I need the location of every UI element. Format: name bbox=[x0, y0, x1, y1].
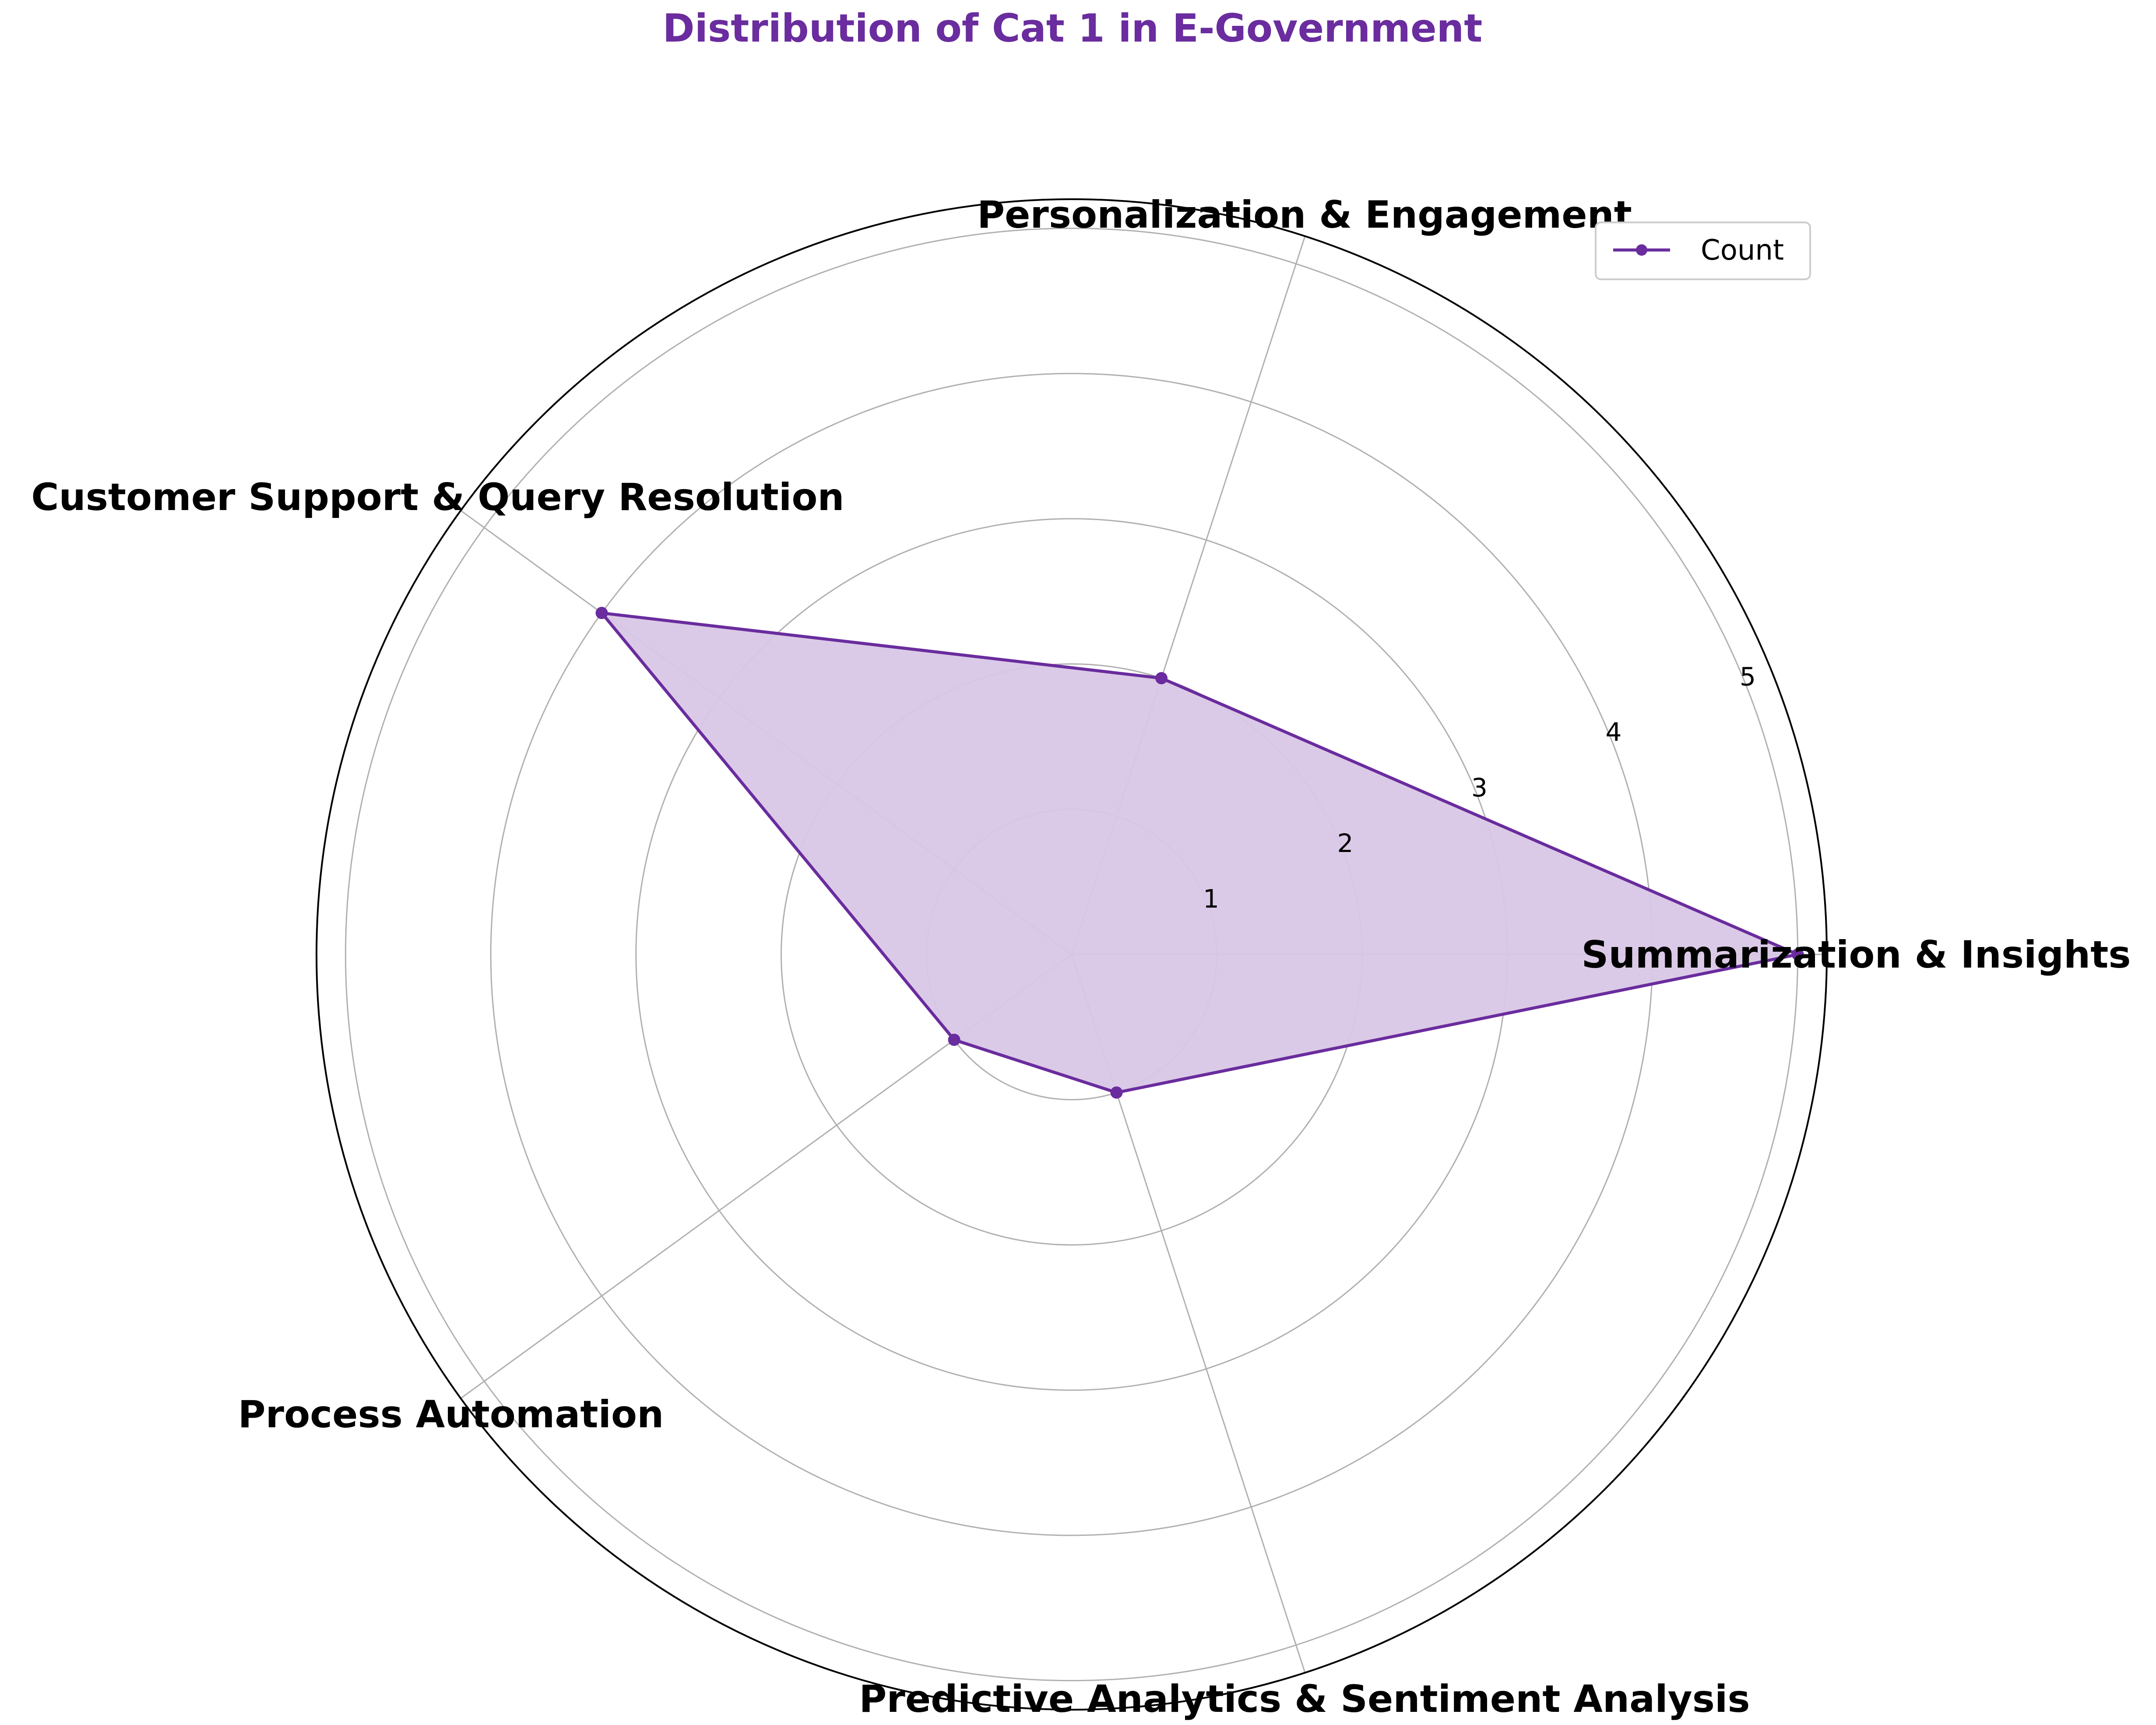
radial-tick-labels: 1 2 3 4 5 bbox=[1203, 662, 1756, 914]
category-label: Customer Support & Query Resolution bbox=[31, 475, 844, 519]
series-area bbox=[601, 613, 1798, 1093]
outer-frame bbox=[316, 198, 1828, 1711]
tick-label: 5 bbox=[1740, 662, 1756, 691]
data-point bbox=[948, 1033, 960, 1046]
legend-box bbox=[1595, 222, 1811, 280]
category-label: Personalization & Engagement bbox=[977, 193, 1632, 237]
tick-label: 1 bbox=[1203, 884, 1219, 914]
data-point bbox=[1791, 948, 1804, 961]
legend-entry-label: Count bbox=[1701, 234, 1784, 267]
data-point bbox=[1110, 1086, 1123, 1099]
series-line bbox=[600, 611, 1800, 1094]
legend-marker bbox=[1636, 244, 1647, 256]
tick-label: 2 bbox=[1337, 828, 1354, 858]
category-labels: Summarization & Insights Personalization … bbox=[31, 193, 2131, 1721]
tick-label: 3 bbox=[1471, 773, 1488, 803]
legend: Count bbox=[1595, 222, 1811, 280]
data-point bbox=[595, 607, 608, 620]
chart-title: Distribution of Cat 1 in E-Government bbox=[663, 6, 1483, 51]
category-label: Summarization & Insights bbox=[1581, 933, 2131, 977]
tick-label: 4 bbox=[1605, 717, 1621, 747]
data-series bbox=[595, 607, 1804, 1099]
data-point bbox=[1155, 672, 1168, 685]
category-label: Predictive Analytics & Sentiment Analysi… bbox=[859, 1677, 1750, 1721]
category-label: Process Automation bbox=[238, 1393, 664, 1436]
